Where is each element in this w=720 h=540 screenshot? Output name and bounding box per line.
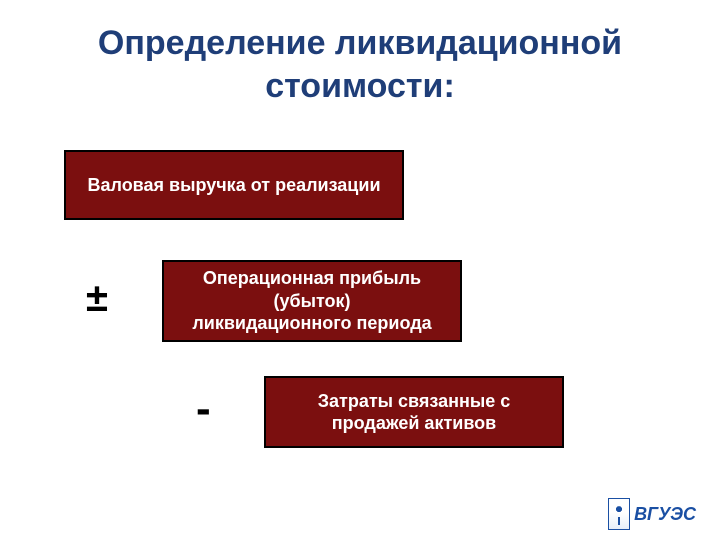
title-colon: : [443, 67, 454, 105]
box-operating-profit-loss: Операционная прибыль (убыток) ликвидацио… [162, 260, 462, 342]
box3-line2: продажей активов [332, 413, 496, 433]
operator-minus: - [196, 384, 211, 434]
logo-text: ВГУЭС [634, 504, 696, 525]
title-line2: стоимости [265, 67, 443, 105]
slide-title: Определение ликвидационной стоимости: [0, 0, 720, 107]
box2-line3: ликвидационного периода [192, 313, 431, 333]
op-minus-text: - [196, 384, 211, 433]
operator-plus-minus: ± [86, 276, 108, 321]
box2-line1: Операционная прибыль [203, 268, 421, 288]
footer-logo: ВГУЭС [608, 498, 696, 530]
box-sale-costs: Затраты связанные с продажей активов [264, 376, 564, 448]
box3-line1: Затраты связанные с [318, 391, 511, 411]
op-plusminus-text: ± [86, 276, 108, 320]
title-line1: Определение ликвидационной [98, 24, 622, 62]
box-gross-revenue: Валовая выручка от реализации [64, 150, 404, 220]
logo-icon [608, 498, 630, 530]
box2-line2: (убыток) [273, 291, 350, 311]
box1-text: Валовая выручка от реализации [87, 174, 380, 197]
